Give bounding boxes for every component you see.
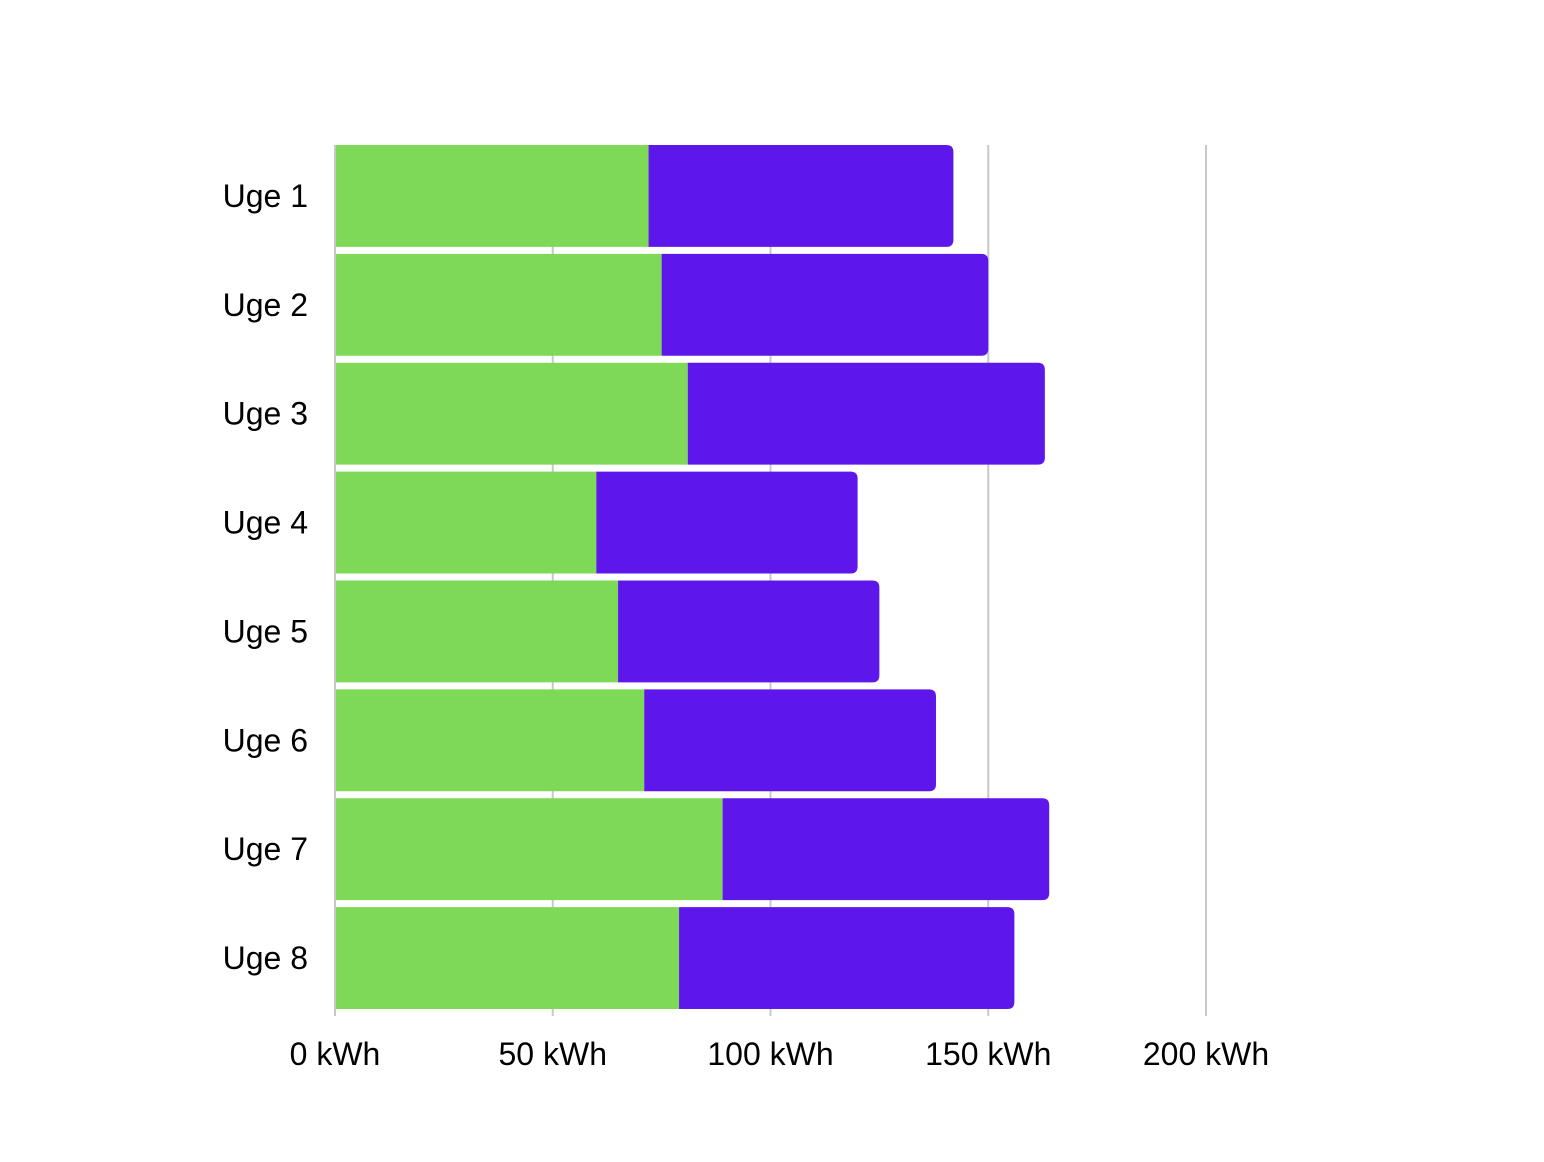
x-tick-label: 50 kWh: [499, 1036, 607, 1072]
y-tick-label: Uge 2: [223, 287, 308, 323]
y-tick-label: Uge 6: [223, 722, 308, 758]
bar-segment-1-3: [335, 362, 688, 465]
x-tick-label: 150 kWh: [925, 1036, 1051, 1072]
bar-segment-1-4: [335, 471, 597, 574]
bar-segment-1-6: [335, 689, 645, 792]
y-tick-label: Uge 4: [223, 505, 308, 541]
labels-layer: Uge 1 Uge 2 Uge 3 Uge 4 Uge 5 Uge 6 Uge 7 Uge 8…: [223, 178, 1270, 1072]
x-tick-label: 100 kWh: [707, 1036, 833, 1072]
y-tick-label: Uge 3: [223, 396, 308, 432]
bar-segment-2-3: [687, 362, 1045, 465]
y-tick-label: Uge 8: [223, 940, 308, 976]
bar-segment-2-2: [661, 253, 989, 356]
bar-segment-1-8: [335, 907, 680, 1009]
bar-segment-2-8: [679, 907, 1015, 1009]
bar-segment-2-1: [648, 145, 954, 247]
bar-segment-1-7: [335, 798, 723, 901]
bar-segment-1-1: [335, 145, 649, 247]
bar-segment-2-4: [596, 471, 858, 574]
bar-segment-1-2: [335, 253, 662, 356]
bar-segment-2-7: [722, 798, 1050, 901]
y-tick-label: Uge 7: [223, 831, 308, 867]
x-tick-label: 0 kWh: [290, 1036, 381, 1072]
bars-layer: [335, 145, 1050, 1009]
y-tick-label: Uge 1: [223, 178, 308, 214]
bar-segment-1-5: [335, 580, 619, 683]
bar-segment-2-6: [644, 689, 936, 792]
bar-segment-2-5: [618, 580, 880, 683]
y-tick-label: Uge 5: [223, 613, 308, 649]
x-tick-label: 200 kWh: [1143, 1036, 1269, 1072]
